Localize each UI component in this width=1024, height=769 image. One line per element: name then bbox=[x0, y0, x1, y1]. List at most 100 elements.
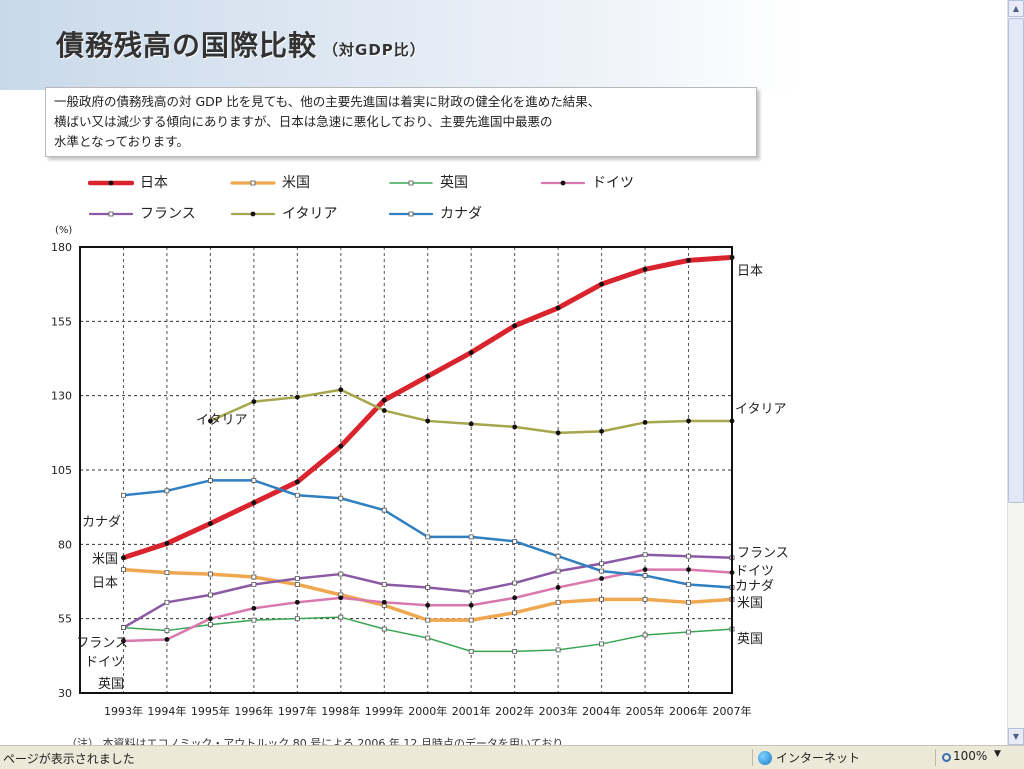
data-point bbox=[642, 632, 648, 638]
data-point bbox=[512, 610, 518, 616]
footnote: （注） 本資料はエコノミック・アウトルック 80 号による 2006 年 12 … bbox=[66, 737, 574, 745]
data-point bbox=[599, 281, 604, 287]
header-band bbox=[0, 0, 800, 90]
data-point bbox=[425, 418, 431, 424]
data-point bbox=[207, 622, 213, 628]
zoom-dropdown-arrow-icon[interactable]: ▼ bbox=[994, 749, 1001, 759]
legend-label: フランス bbox=[140, 206, 196, 222]
legend-swatch bbox=[88, 180, 134, 186]
series-start-label: 日本 bbox=[92, 576, 118, 591]
data-point bbox=[425, 617, 431, 623]
data-point bbox=[294, 492, 300, 498]
x-tick-label: 2003年 bbox=[539, 704, 578, 718]
data-point bbox=[425, 534, 431, 540]
data-point bbox=[468, 648, 474, 654]
data-point bbox=[512, 323, 518, 329]
data-point bbox=[599, 596, 604, 602]
vertical-scrollbar[interactable]: ▲ ▼ bbox=[1007, 0, 1024, 745]
series-start-label: イタリア bbox=[196, 413, 247, 428]
scroll-up-button[interactable]: ▲ bbox=[1008, 0, 1024, 17]
data-point bbox=[599, 428, 604, 434]
series-start-label: カナダ bbox=[82, 515, 121, 530]
data-point bbox=[164, 628, 170, 633]
description-line: 横ばい又は減少する傾向にありますが、日本は急速に悪化しており、主要先進国中最悪の bbox=[54, 114, 553, 129]
data-point bbox=[251, 399, 257, 405]
x-tick-label: 1998年 bbox=[321, 704, 360, 718]
status-divider bbox=[935, 749, 936, 766]
data-point bbox=[468, 421, 474, 427]
series-start-label: ドイツ bbox=[85, 655, 124, 670]
data-point bbox=[425, 585, 431, 590]
data-point bbox=[686, 599, 691, 605]
legend-label: 日本 bbox=[140, 175, 168, 191]
browser-viewport: 債務残高の国際比較 （対GDP比） 一般政府の債務残高の対 GDP 比を見ても、他… bbox=[0, 0, 800, 745]
data-point bbox=[207, 478, 213, 483]
description-box: 一般政府の債務残高の対 GDP 比を見ても、他の主要先進国は着実に財政の健全化を… bbox=[45, 87, 757, 157]
page-title-sub: （対GDP比） bbox=[323, 41, 426, 59]
series-end-label: カナダ bbox=[735, 579, 774, 594]
page-title: 債務残高の国際比較 （対GDP比） bbox=[56, 29, 426, 62]
status-bar: ページが表示されました インターネット 100% ▼ bbox=[0, 745, 1024, 769]
data-point bbox=[686, 553, 691, 559]
data-point bbox=[121, 555, 126, 561]
data-point bbox=[381, 397, 387, 403]
data-point bbox=[599, 641, 604, 647]
data-point bbox=[686, 418, 691, 424]
data-point bbox=[555, 568, 561, 574]
y-tick-label: 130 bbox=[51, 390, 72, 403]
data-point bbox=[121, 567, 126, 573]
data-point bbox=[121, 492, 126, 498]
y-tick-label: 155 bbox=[51, 315, 72, 328]
legend-swatch bbox=[88, 211, 134, 217]
data-point bbox=[555, 599, 561, 605]
data-point bbox=[642, 552, 648, 558]
legend-label: ドイツ bbox=[592, 175, 634, 191]
debt-chart: 30 55 80 105 130 155 180 1993年 1994年 1995年 1996年 19… bbox=[51, 225, 789, 718]
data-point bbox=[251, 574, 257, 580]
data-point bbox=[425, 635, 431, 641]
zoom-level: 100% bbox=[953, 749, 988, 763]
data-point bbox=[686, 582, 691, 587]
legend-label: 英国 bbox=[440, 175, 468, 191]
legend-marker bbox=[408, 180, 414, 186]
scroll-down-button[interactable]: ▼ bbox=[1008, 728, 1024, 745]
zone-label: インターネット bbox=[776, 751, 861, 765]
data-point bbox=[512, 538, 518, 544]
y-tick-label: 105 bbox=[51, 464, 72, 477]
x-tick-label: 1997年 bbox=[278, 704, 317, 718]
data-point bbox=[512, 595, 518, 601]
data-point bbox=[642, 420, 648, 425]
data-point bbox=[555, 305, 561, 311]
y-tick-label: 30 bbox=[58, 687, 72, 700]
data-point bbox=[512, 424, 518, 430]
y-tick-label: 80 bbox=[58, 538, 72, 551]
data-point bbox=[338, 443, 344, 449]
data-point bbox=[642, 573, 648, 578]
data-point bbox=[642, 266, 648, 272]
x-tick-label: 2007年 bbox=[713, 704, 752, 718]
series-end-label: 英国 bbox=[737, 632, 763, 647]
data-point bbox=[555, 585, 561, 590]
x-tick-label: 2005年 bbox=[626, 704, 665, 718]
x-tick-label: 2004年 bbox=[582, 704, 621, 718]
x-tick-label: 2006年 bbox=[669, 704, 708, 718]
data-point bbox=[251, 500, 257, 506]
zoom-control[interactable]: 100% bbox=[942, 749, 987, 763]
x-tick-label: 1996年 bbox=[234, 704, 273, 718]
data-point bbox=[164, 637, 170, 642]
data-point bbox=[468, 617, 474, 623]
data-point bbox=[468, 602, 474, 608]
scroll-thumb[interactable] bbox=[1008, 18, 1024, 503]
data-point bbox=[642, 596, 648, 602]
description-line: 水準となっております。 bbox=[54, 134, 189, 149]
data-point bbox=[164, 488, 170, 494]
data-point bbox=[642, 567, 648, 573]
status-divider bbox=[752, 749, 753, 766]
legend-marker bbox=[108, 211, 114, 217]
data-point bbox=[251, 617, 257, 623]
data-point bbox=[338, 595, 344, 601]
data-point bbox=[164, 541, 170, 546]
data-point bbox=[207, 592, 213, 598]
data-point bbox=[338, 387, 344, 393]
data-point bbox=[686, 257, 691, 263]
